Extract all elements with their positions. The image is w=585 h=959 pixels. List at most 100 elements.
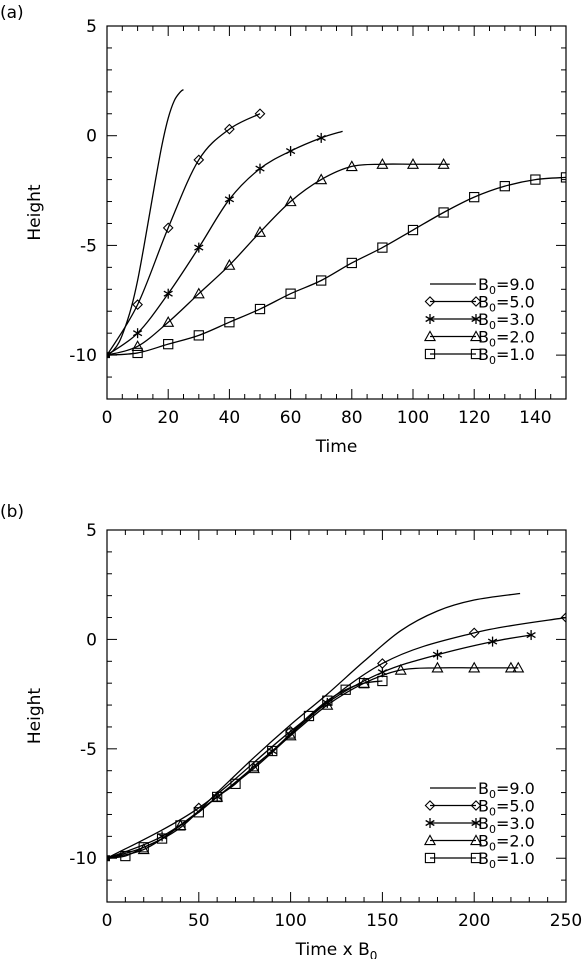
data-point — [468, 661, 481, 673]
data-point — [120, 850, 131, 862]
data-point — [224, 123, 235, 135]
legend: B0=9.0B0=5.0B0=3.0B0=2.0B0=1.0 — [423, 779, 535, 871]
x-tick-label: 120 — [458, 408, 490, 428]
data-point — [175, 820, 186, 831]
legend-marker — [423, 330, 437, 342]
x-tick-label: 200 — [458, 911, 490, 931]
data-point — [224, 317, 235, 328]
data-point — [224, 194, 235, 205]
legend-label: B0=3.0 — [478, 310, 535, 332]
data-point — [322, 695, 333, 706]
data-point — [315, 173, 328, 185]
data-point — [162, 315, 175, 327]
data-point — [163, 288, 173, 299]
x-axis-title: Time — [315, 437, 358, 457]
data-point — [163, 338, 174, 350]
y-tick-label: -5 — [80, 236, 97, 256]
legend-marker — [470, 348, 482, 360]
legend-marker — [425, 314, 435, 324]
legend-label: B0=5.0 — [478, 293, 535, 315]
data-point — [406, 157, 420, 169]
series-line-1.0 — [107, 176, 566, 356]
data-point — [487, 636, 498, 647]
data-point — [132, 328, 143, 339]
data-point — [321, 698, 334, 710]
series-line-5.0 — [107, 113, 261, 356]
legend-label: B0=1.0 — [478, 345, 535, 367]
x-tick-label: 60 — [280, 408, 302, 428]
y-tick-label: 5 — [86, 521, 97, 541]
panel-a: (a) 0 20 40 60 80 100 120 140 -10 -5 0 5 Time Height B0… — [0, 3, 567, 457]
legend-marker — [424, 852, 436, 864]
data-point — [253, 226, 267, 237]
series-line-2.0 — [107, 667, 519, 859]
legend-label: B0=9.0 — [478, 275, 535, 297]
x-axis-title: Time x B0 — [295, 940, 378, 959]
legend-marker — [424, 296, 436, 307]
data-point — [193, 154, 205, 166]
data-point — [469, 191, 480, 203]
data-point — [512, 661, 525, 673]
legend-marker — [471, 314, 481, 324]
y-axis-title: Height — [25, 184, 45, 241]
y-tick-label: 0 — [86, 127, 97, 147]
legend-marker — [469, 330, 483, 342]
x-tick-label: 140 — [519, 408, 551, 428]
series-line-1.0 — [107, 680, 383, 859]
legend-label: B0=2.0 — [478, 328, 535, 350]
data-point — [285, 146, 296, 157]
data-point — [468, 627, 480, 639]
series-line-9.0 — [107, 592, 521, 859]
x-tick-label: 20 — [157, 408, 179, 428]
data-point — [358, 678, 370, 689]
data-point — [285, 728, 296, 739]
data-point — [499, 181, 510, 192]
data-point — [437, 157, 450, 169]
x-tick-label: 40 — [219, 408, 241, 428]
data-point — [192, 287, 205, 299]
data-point — [346, 257, 357, 269]
x-tick-label: 250 — [550, 911, 582, 931]
legend: B0=9.0B0=5.0B0=3.0B0=2.0B0=1.0 — [423, 275, 535, 367]
data-point — [230, 778, 241, 789]
panel-b: (b) 0 50 100 150 200 250 -10 -5 0 5 Time x B0 Height… — [0, 502, 582, 959]
data-point — [345, 160, 358, 172]
data-point — [194, 242, 204, 253]
y-tick-label: 5 — [86, 17, 97, 37]
data-point — [407, 224, 419, 236]
legend-marker — [424, 348, 436, 360]
legend-label: B0=1.0 — [478, 849, 535, 871]
data-point — [248, 761, 260, 772]
data-point — [267, 745, 278, 757]
data-point — [376, 157, 389, 169]
data-point — [377, 242, 388, 253]
data-point — [431, 661, 444, 673]
legend-label: B0=5.0 — [478, 797, 535, 819]
data-point — [132, 347, 143, 359]
y-tick-label: -10 — [69, 849, 97, 869]
x-tick-label: 100 — [397, 408, 429, 428]
data-area — [107, 89, 566, 359]
data-point — [131, 340, 144, 351]
x-tick-label: 100 — [274, 911, 306, 931]
origin-point — [107, 352, 110, 359]
data-point — [394, 663, 407, 675]
x-tick-label: 0 — [102, 408, 113, 428]
y-tick-label: -5 — [80, 740, 97, 760]
legend-marker — [470, 296, 482, 307]
data-point — [285, 288, 296, 299]
legend-marker — [424, 800, 436, 811]
legend-marker — [470, 852, 482, 864]
data-point — [303, 710, 315, 722]
y-tick-label: -10 — [69, 346, 97, 366]
data-point — [377, 675, 388, 687]
panel-label: (b) — [0, 502, 24, 522]
data-point — [223, 258, 236, 270]
data-point — [526, 630, 536, 641]
data-point — [193, 330, 204, 341]
data-point — [340, 684, 351, 695]
data-point — [193, 807, 204, 818]
data-point — [132, 299, 143, 311]
data-point — [560, 172, 566, 183]
